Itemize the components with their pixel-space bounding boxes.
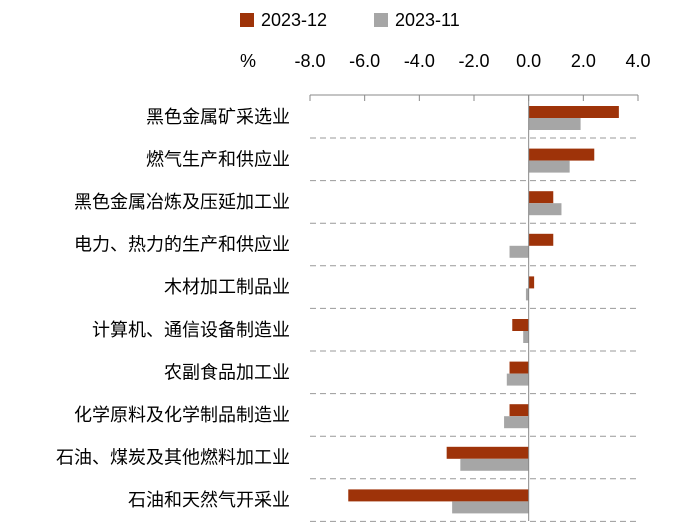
x-tick-label: -6.0 — [349, 51, 380, 71]
legend-swatch — [240, 13, 254, 27]
x-tick-label: -4.0 — [404, 51, 435, 71]
category-label: 黑色金属矿采选业 — [146, 107, 290, 127]
bar — [509, 404, 529, 417]
x-tick-label: 0.0 — [516, 51, 541, 71]
category-label: 石油和天然气开采业 — [128, 490, 290, 510]
bar — [528, 118, 581, 130]
bar — [446, 446, 529, 459]
bar — [528, 233, 554, 246]
bar — [525, 288, 529, 301]
category-label: 计算机、通信设备制造业 — [92, 320, 290, 340]
legend-label: 2023-12 — [261, 10, 327, 30]
bar — [509, 361, 529, 374]
bar — [504, 416, 529, 429]
bar — [528, 160, 570, 173]
bar — [509, 245, 529, 258]
category-label: 化学原料及化学制品制造业 — [74, 405, 290, 425]
bar — [528, 148, 595, 161]
bar — [506, 373, 529, 386]
category-label: 燃气生产和供应业 — [146, 149, 290, 169]
axis-label: % — [240, 51, 256, 71]
bar — [528, 106, 619, 118]
bar — [348, 489, 529, 502]
bar — [528, 276, 535, 289]
category-label: 木材加工制品业 — [164, 277, 290, 297]
x-tick-label: -8.0 — [294, 51, 325, 71]
x-tick-label: -2.0 — [458, 51, 489, 71]
bar — [512, 319, 529, 331]
legend-label: 2023-11 — [395, 10, 460, 30]
x-tick-label: 4.0 — [625, 51, 650, 71]
bar — [528, 203, 562, 216]
category-label: 农副食品加工业 — [164, 362, 290, 382]
bar — [528, 191, 554, 204]
category-label: 黑色金属冶炼及压延加工业 — [74, 192, 290, 212]
bar — [452, 501, 529, 514]
legend-swatch — [374, 13, 388, 27]
bar — [460, 458, 529, 471]
category-label: 石油、煤炭及其他燃料加工业 — [56, 448, 290, 468]
category-label: 电力、热力的生产和供应业 — [74, 235, 290, 255]
x-tick-label: 2.0 — [571, 51, 596, 71]
bar — [523, 331, 529, 343]
